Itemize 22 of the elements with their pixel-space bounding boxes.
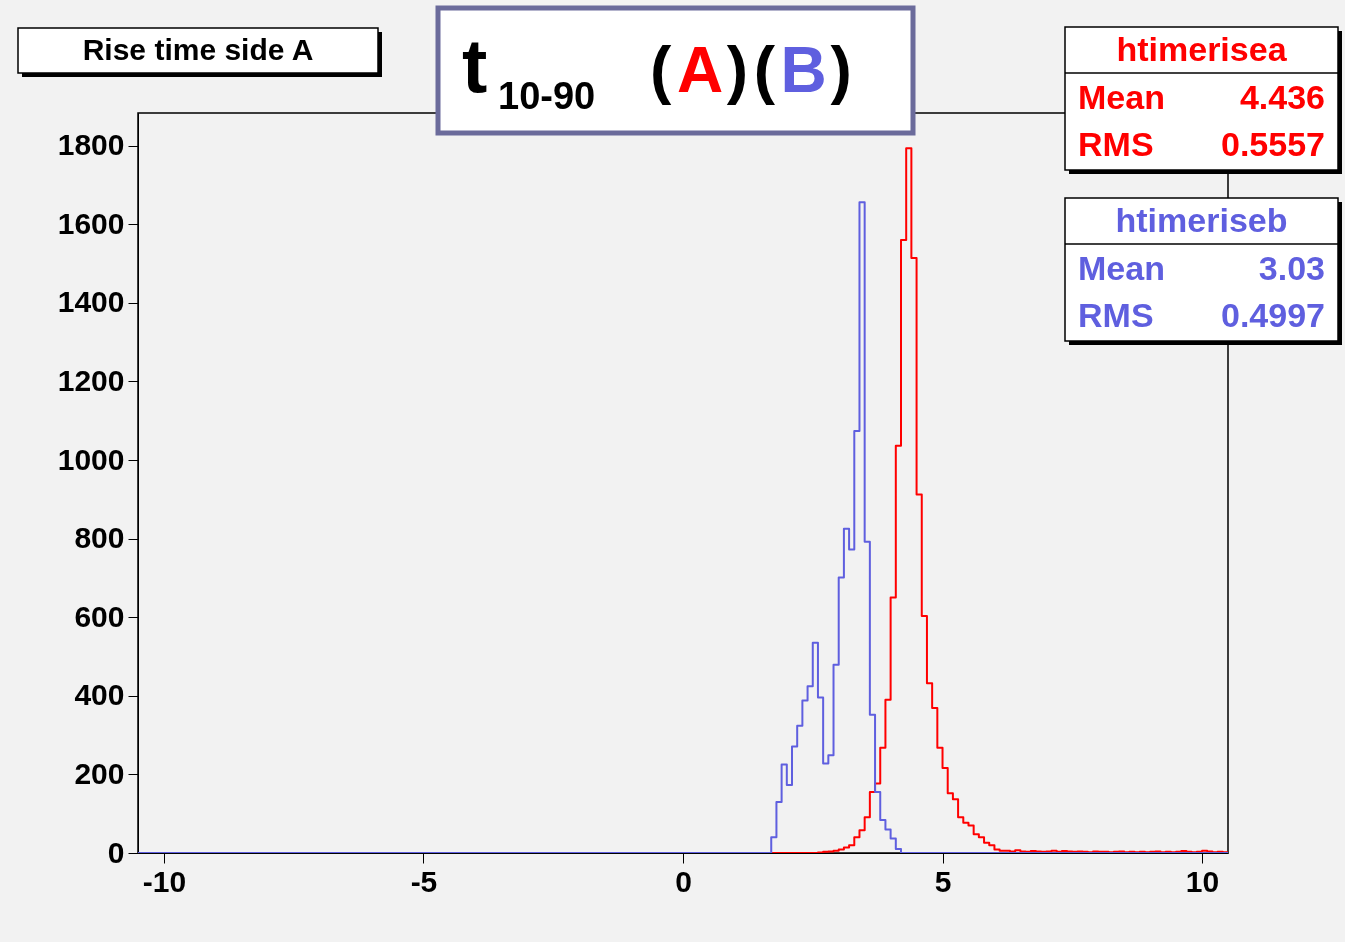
- x-tick-label: 5: [934, 864, 952, 898]
- text: RMS 0.4997: [1078, 296, 1325, 334]
- y-tick-label: 200: [74, 756, 125, 790]
- y-tick-label: 800: [74, 521, 125, 555]
- x-tick-label: -5: [410, 864, 438, 898]
- y-tick-label: 400: [74, 678, 125, 712]
- y-tick-label: 0: [107, 835, 125, 869]
- text: htimeriseb: [1115, 201, 1288, 239]
- y-tick-label: 1000: [57, 442, 125, 476]
- y-tick-label: 600: [74, 599, 125, 633]
- x-tick-label: 0: [675, 864, 692, 898]
- y-tick-label: 1200: [57, 363, 125, 397]
- text: Mean 4.436: [1078, 78, 1325, 116]
- x-tick-label: 10: [1185, 864, 1220, 898]
- y-tick-label: 1400: [57, 285, 125, 319]
- text: htimerisea: [1116, 30, 1288, 68]
- y-tick-label: 1800: [57, 128, 125, 162]
- y-tick-label: 1600: [57, 206, 125, 240]
- x-tick-label: -10: [142, 864, 187, 898]
- text: Mean 3.03: [1078, 249, 1325, 287]
- text: RMS 0.5557: [1078, 125, 1325, 163]
- chart-title: Rise time side A: [82, 33, 314, 66]
